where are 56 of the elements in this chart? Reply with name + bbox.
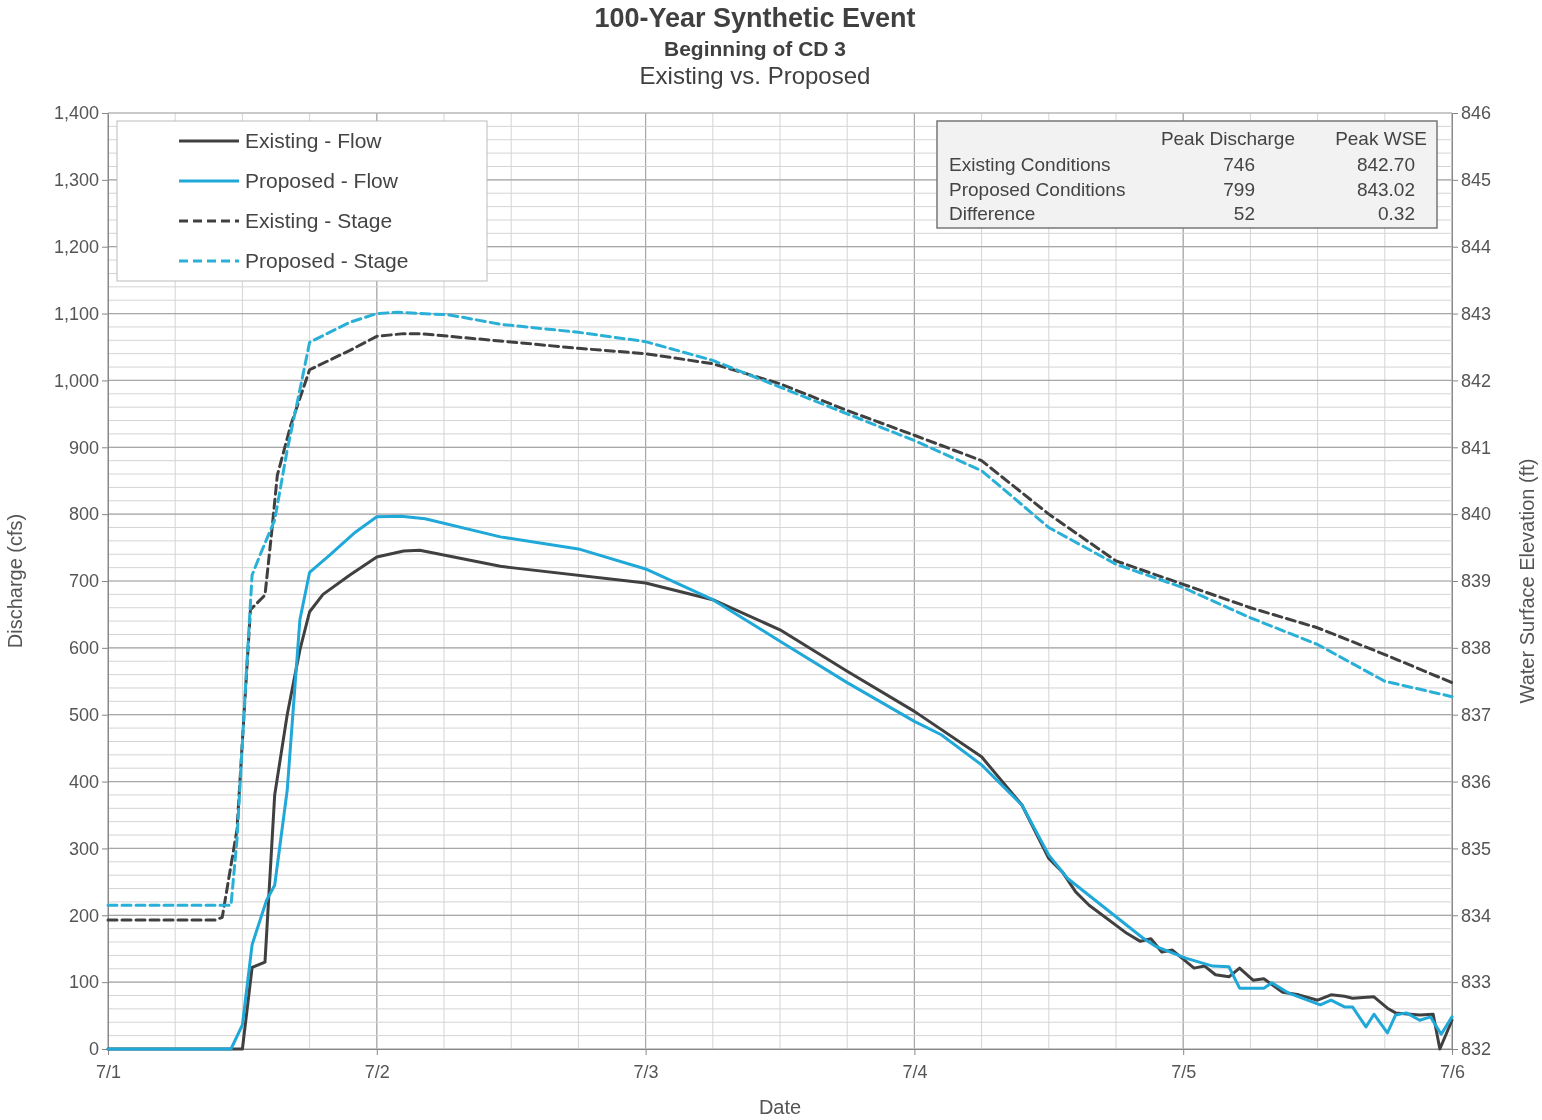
- annotation: 799: [1223, 178, 1255, 200]
- legend-label: Proposed - Stage: [245, 249, 409, 272]
- y-tick-label: 1,100: [53, 303, 99, 324]
- annotation: 842.70: [1356, 154, 1415, 175]
- y2-tick-label: 840: [1461, 504, 1492, 525]
- y2-tick-label: 842: [1461, 370, 1492, 391]
- x-tick-label: 7/6: [1439, 1061, 1466, 1082]
- y-tick-label: 1,300: [53, 170, 99, 191]
- y-tick-label: 800: [68, 504, 99, 525]
- y2-tick-label: 833: [1461, 972, 1492, 993]
- y2-tick-label: 838: [1461, 638, 1492, 659]
- x-tick-label: 7/3: [633, 1061, 659, 1082]
- annotation: Existing Conditions: [949, 154, 1111, 175]
- y2-axis-title: Water Surface Elevation (ft): [1516, 458, 1538, 704]
- legend-label: Proposed - Flow: [245, 169, 399, 192]
- y-tick-label: 200: [68, 905, 99, 926]
- annotation: 746: [1223, 154, 1255, 175]
- chart-subtitle: Beginning of CD 3 Existing vs. Proposed: [639, 37, 871, 89]
- y-tick-label: 0: [88, 1039, 99, 1060]
- x-axis-title: Date: [758, 1096, 802, 1118]
- y2-tick-label: 845: [1461, 170, 1492, 191]
- y-axis-title: Discharge (cfs): [4, 513, 26, 649]
- y-tick-label: 100: [68, 972, 99, 993]
- y2-tick-label: 843: [1461, 303, 1492, 324]
- y-tick-label: 1,400: [53, 103, 99, 124]
- y-tick-label: 300: [68, 838, 99, 859]
- y-tick-label: 900: [68, 437, 99, 458]
- legend-label: Existing - Flow: [245, 129, 383, 152]
- y-tick-label: 600: [68, 638, 99, 659]
- annotation: Proposed Conditions: [949, 178, 1126, 200]
- y2-tick-label: 834: [1461, 905, 1492, 926]
- y2-tick-label: 832: [1461, 1039, 1492, 1060]
- legend-label: Existing - Stage: [245, 209, 393, 232]
- annotation: Difference: [949, 203, 1036, 224]
- y-tick-label: 700: [68, 571, 99, 592]
- annotation: 843.02: [1356, 178, 1415, 200]
- y-tick-label: 400: [68, 771, 99, 792]
- y2-tick-label: 841: [1461, 437, 1492, 458]
- annotation: 0.32: [1378, 203, 1415, 224]
- y2-tick-label: 846: [1461, 103, 1492, 124]
- y2-tick-label: 837: [1461, 704, 1492, 725]
- y-tick-label: 1,200: [53, 236, 99, 257]
- x-tick-label: 7/4: [902, 1061, 928, 1082]
- y2-tick-label: 836: [1461, 771, 1492, 792]
- annotation: Peak WSE: [1335, 128, 1427, 149]
- y2-tick-label: 839: [1461, 571, 1492, 592]
- annotation: Peak Discharge: [1160, 128, 1295, 149]
- chart-title: 100-Year Synthetic Event: [594, 3, 916, 33]
- x-tick-label: 7/5: [1171, 1061, 1197, 1082]
- annotation: 52: [1233, 203, 1255, 224]
- y-tick-label: 500: [68, 704, 99, 725]
- y2-tick-label: 835: [1461, 838, 1492, 859]
- y2-tick-label: 844: [1461, 236, 1492, 257]
- x-tick-label: 7/1: [95, 1061, 122, 1082]
- x-tick-label: 7/2: [364, 1061, 390, 1082]
- y-tick-label: 1,000: [53, 370, 99, 391]
